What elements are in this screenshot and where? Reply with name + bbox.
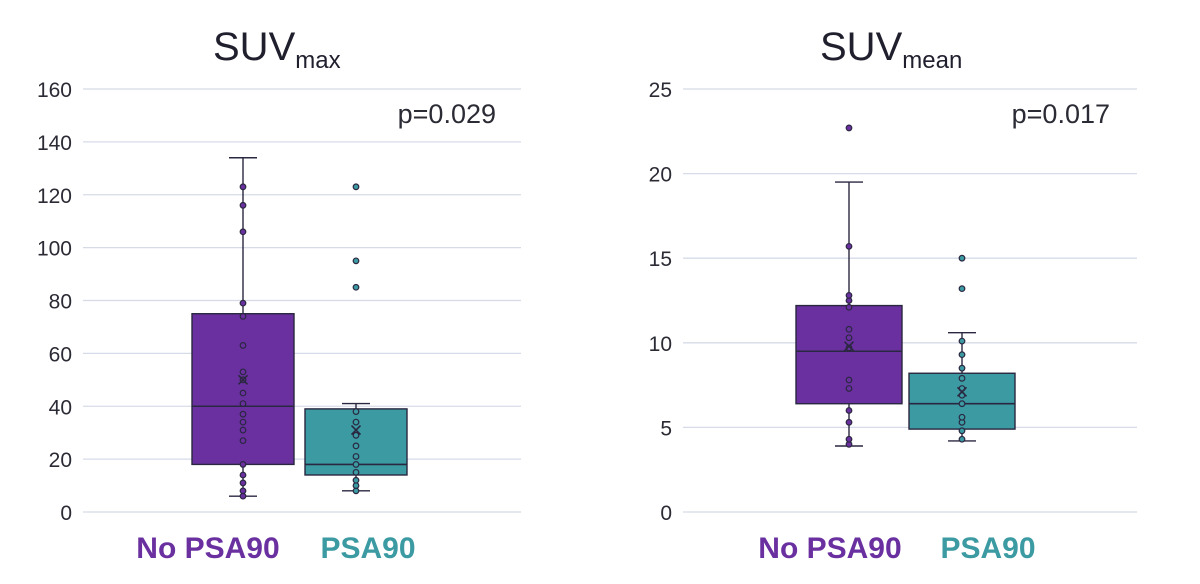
suvmax-category-no-psa90: No PSA90 bbox=[136, 532, 279, 565]
suvmean-boxes bbox=[795, 124, 1016, 448]
suvmean-category-no-psa90: No PSA90 bbox=[758, 532, 901, 565]
suvmean-p-value: p=0.017 bbox=[1012, 99, 1110, 129]
data-point bbox=[352, 461, 360, 468]
data-point bbox=[845, 292, 853, 299]
suvmean-gridlines bbox=[683, 88, 1137, 513]
data-point bbox=[239, 479, 247, 487]
data-point bbox=[845, 435, 853, 443]
suvmean-y-tick-label: 5 bbox=[660, 417, 672, 440]
data-point bbox=[239, 471, 247, 479]
data-point bbox=[958, 427, 966, 435]
data-point bbox=[239, 201, 247, 209]
data-point bbox=[239, 410, 247, 418]
data-point bbox=[352, 453, 360, 460]
data-point bbox=[239, 426, 247, 434]
data-point bbox=[239, 437, 247, 445]
data-point bbox=[845, 376, 853, 384]
suvmax-y-tick-label: 40 bbox=[49, 396, 72, 419]
suvmean-title: SUVmean bbox=[820, 25, 962, 74]
suvmax-y-tick-label: 120 bbox=[37, 185, 72, 208]
suvmax-title-main: SUV bbox=[213, 25, 296, 69]
suvmax-gridlines bbox=[83, 88, 521, 513]
data-point bbox=[845, 325, 853, 333]
data-point bbox=[352, 283, 360, 291]
data-point bbox=[239, 299, 247, 307]
data-point bbox=[352, 442, 360, 450]
data-point bbox=[958, 374, 966, 382]
data-point bbox=[352, 183, 360, 191]
data-point bbox=[352, 431, 360, 439]
suvmax-title-subscript: max bbox=[295, 47, 340, 74]
mean-marker bbox=[956, 386, 968, 397]
mean-marker bbox=[843, 341, 855, 352]
suvmean-category-psa90: PSA90 bbox=[940, 532, 1035, 565]
data-point bbox=[845, 303, 853, 311]
suvmean-y-tick-label: 25 bbox=[649, 79, 672, 102]
data-point bbox=[845, 418, 853, 426]
mean-marker bbox=[237, 374, 249, 385]
data-point bbox=[352, 476, 360, 484]
data-point bbox=[352, 408, 360, 415]
data-point bbox=[958, 435, 966, 443]
data-point bbox=[239, 400, 247, 408]
suvmax-p-value: p=0.029 bbox=[398, 99, 496, 129]
data-point bbox=[845, 334, 853, 342]
data-point bbox=[845, 407, 853, 414]
suvmean-y-tick-label: 10 bbox=[649, 333, 672, 356]
suvmax-box-no-psa90 bbox=[191, 157, 295, 500]
suvmean-title-main: SUV bbox=[820, 25, 903, 69]
data-point bbox=[958, 351, 966, 359]
suvmax-box-psa90 bbox=[304, 183, 408, 495]
suvmean-box-psa90 bbox=[908, 254, 1016, 443]
suvmax-category-psa90: PSA90 bbox=[320, 532, 415, 565]
data-point bbox=[958, 413, 966, 421]
suvmean-y-tick-label: 0 bbox=[660, 502, 672, 525]
suvmax-y-tick-label: 100 bbox=[37, 238, 72, 261]
suvmax-y-tick-label: 60 bbox=[49, 343, 72, 366]
data-point bbox=[239, 389, 247, 397]
data-point bbox=[958, 254, 966, 262]
data-point bbox=[239, 418, 247, 426]
suvmean-title-subscript: mean bbox=[902, 47, 962, 74]
data-point bbox=[239, 487, 247, 495]
data-point bbox=[958, 400, 966, 408]
suvmax-y-tick-label: 140 bbox=[37, 132, 72, 155]
suvmax-title: SUVmax bbox=[213, 25, 341, 74]
data-point bbox=[845, 124, 853, 132]
data-point bbox=[958, 364, 966, 372]
data-point bbox=[352, 468, 360, 476]
data-point bbox=[239, 228, 247, 236]
suvmean-box-no-psa90 bbox=[795, 124, 903, 448]
suvmax-panel: 0 20 40 60 80 100 120 140 160 SUVmax p=0.029 No … bbox=[37, 25, 521, 565]
data-point bbox=[845, 242, 853, 250]
data-point bbox=[239, 461, 247, 468]
data-point bbox=[352, 257, 360, 265]
mean-marker bbox=[350, 424, 362, 436]
suvmax-boxes bbox=[191, 157, 408, 500]
suvmax-y-tick-label: 160 bbox=[37, 79, 72, 102]
suvmax-y-tick-labels: 0 20 40 60 80 100 120 140 160 bbox=[37, 79, 72, 525]
suvmax-y-tick-label: 80 bbox=[49, 291, 72, 314]
data-point bbox=[239, 368, 247, 376]
data-point bbox=[958, 337, 966, 345]
data-point bbox=[958, 285, 966, 293]
data-point bbox=[352, 418, 360, 426]
data-point bbox=[845, 385, 853, 392]
suvmax-y-tick-label: 0 bbox=[60, 502, 72, 525]
data-point bbox=[239, 342, 247, 349]
suvmean-panel: 0 5 10 15 20 25 SUVmean p=0.017 No PSA90 PSA9… bbox=[649, 25, 1137, 565]
suvmean-y-tick-label: 15 bbox=[649, 248, 672, 271]
suvmean-y-tick-labels: 0 5 10 15 20 25 bbox=[649, 79, 672, 525]
data-point bbox=[239, 312, 247, 320]
data-point bbox=[239, 183, 247, 191]
suvmax-y-tick-label: 20 bbox=[49, 449, 72, 472]
suvmean-y-tick-label: 20 bbox=[649, 164, 672, 187]
